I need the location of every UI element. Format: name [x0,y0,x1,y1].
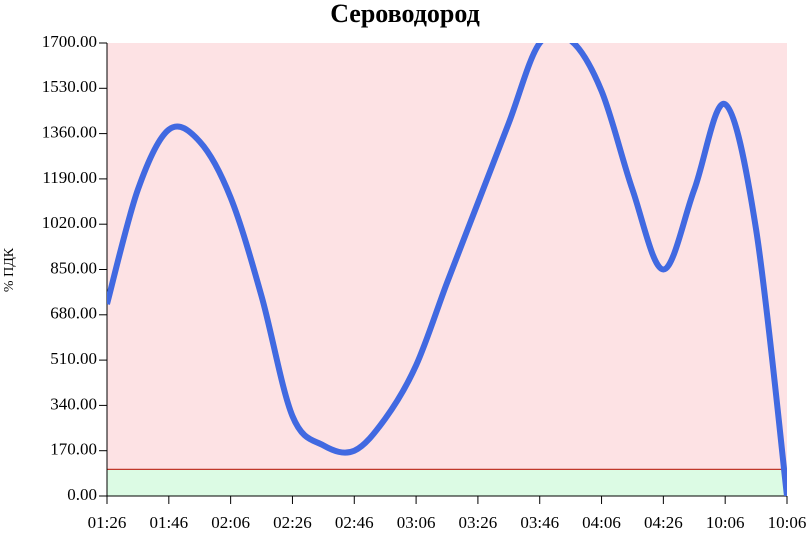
x-tick-label: 03:26 [459,513,498,532]
x-tick-label: 04:26 [644,513,683,532]
x-tick-label: 01:46 [149,513,188,532]
x-tick-label: 02:46 [335,513,374,532]
y-tick-label: 1530.00 [42,77,97,96]
y-tick-label: 340.00 [50,394,97,413]
y-axis-label: % ПДК [2,247,17,292]
x-tick-label: 10:06 [768,513,807,532]
y-tick-label: 1190.00 [42,168,97,187]
x-tick-label: 10:06 [706,513,745,532]
x-tick-label: 03:06 [397,513,436,532]
y-tick-label: 680.00 [50,304,97,323]
y-tick-label: 170.00 [50,440,97,459]
chart-title: Сероводород [330,0,480,28]
y-tick-label: 1700.00 [42,32,97,51]
y-tick-label: 0.00 [67,485,97,504]
x-tick-label: 02:26 [273,513,312,532]
x-tick-label: 02:06 [211,513,250,532]
x-tick-label: 01:26 [88,513,127,532]
x-tick-label: 04:06 [582,513,621,532]
y-tick-label: 850.00 [50,258,97,277]
y-tick-label: 1360.00 [42,123,97,142]
y-tick-label: 510.00 [50,349,97,368]
line [107,43,787,496]
below-zone [107,469,787,496]
above-zone [107,43,787,470]
x-tick-label: 03:46 [520,513,559,532]
y-tick-label: 1020.00 [42,213,97,232]
